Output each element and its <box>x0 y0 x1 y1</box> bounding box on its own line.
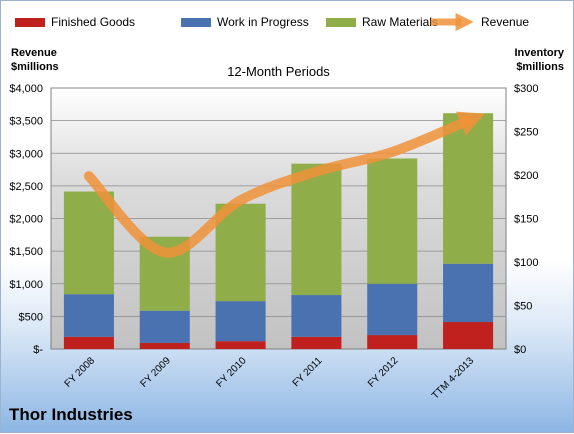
bar-segment <box>139 310 190 343</box>
bar-segment <box>443 113 494 264</box>
chart-title: 12-Month Periods <box>227 64 330 79</box>
bar-segment <box>367 283 418 336</box>
right-axis-label-line2: $millions <box>516 61 564 73</box>
bar-segment <box>215 301 266 342</box>
legend-swatch <box>326 18 356 27</box>
left-tick-label: $2,500 <box>9 181 43 193</box>
category-label: FY 2012 <box>366 355 401 390</box>
bar-segment <box>367 158 418 284</box>
left-tick-label: $1,000 <box>9 279 43 291</box>
left-tick-label: $3,500 <box>9 116 43 128</box>
legend-swatch <box>15 18 45 27</box>
legend-label: Work in Progress <box>217 15 309 29</box>
bar-segment <box>291 295 342 337</box>
left-axis-label-line1: Revenue <box>11 47 57 59</box>
bar-segment <box>63 294 114 337</box>
legend-label: Raw Materials <box>362 15 438 29</box>
bar-segment <box>139 342 190 349</box>
right-tick-label: $250 <box>514 127 538 139</box>
category-label: FY 2008 <box>63 355 98 390</box>
legend-label: Revenue <box>481 15 529 29</box>
left-axis-label-line2: $millions <box>11 61 59 73</box>
bar-segment <box>63 336 114 349</box>
right-tick-label: $100 <box>514 257 538 269</box>
right-axis-label-line1: Inventory <box>514 47 564 59</box>
left-tick-label: $3,000 <box>9 148 43 160</box>
bar-segment <box>63 191 114 295</box>
right-tick-label: $200 <box>514 170 538 182</box>
right-tick-label: $50 <box>514 301 532 313</box>
right-tick-label: $150 <box>514 214 538 226</box>
category-label: FY 2009 <box>138 355 173 390</box>
revenue-line <box>83 111 485 258</box>
legend-swatch <box>181 18 211 27</box>
left-tick-label: $500 <box>19 311 43 323</box>
category-label: TTM 4-2013 <box>430 355 477 402</box>
bar-segment <box>215 203 266 302</box>
bar-segment <box>215 341 266 349</box>
bar-segment <box>443 322 494 349</box>
left-tick-label: $- <box>33 344 43 356</box>
bar-segment <box>291 336 342 349</box>
right-tick-label: $0 <box>514 344 526 356</box>
bar-segment <box>291 163 342 296</box>
bar-segment <box>443 263 494 323</box>
category-label: FY 2011 <box>291 355 325 389</box>
bar-segment <box>367 335 418 349</box>
right-tick-label: $300 <box>514 83 538 95</box>
legend-label: Finished Goods <box>51 15 135 29</box>
left-tick-label: $2,000 <box>9 214 43 226</box>
left-tick-label: $4,000 <box>9 83 43 95</box>
category-label: FY 2010 <box>214 355 249 390</box>
company-title: Thor Industries <box>9 405 133 424</box>
left-tick-label: $1,500 <box>9 246 43 258</box>
